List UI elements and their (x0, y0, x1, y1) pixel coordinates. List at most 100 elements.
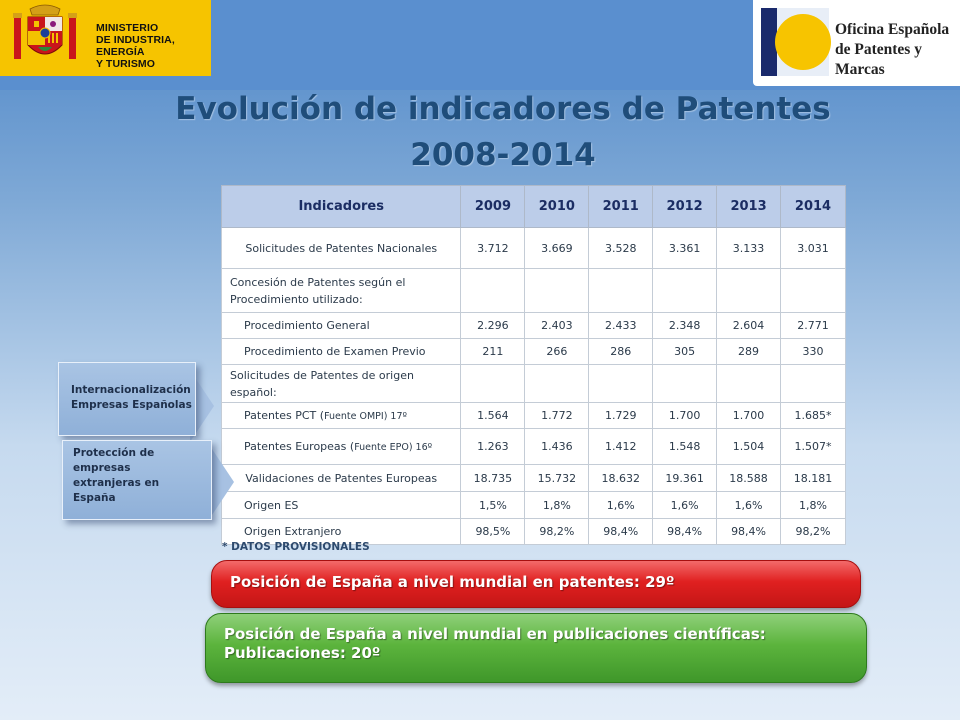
header-year: 2011 (588, 185, 654, 228)
table-cell: 3.528 (588, 227, 654, 269)
table-cell: 3.669 (524, 227, 590, 269)
row-label: Solicitudes de Patentes de origen españo… (220, 364, 462, 403)
oepm-line-1: Oficina Española (835, 21, 950, 38)
table-cell: 1,6% (716, 491, 781, 519)
table-row: Origen ES 1,5% 1,8% 1,6% 1,6% 1,6% 1,8% (220, 491, 846, 519)
header-year: 2012 (652, 185, 718, 228)
title-line-1: Evolución de indicadores de Patentes (175, 91, 831, 127)
table-cell: 3.712 (460, 227, 526, 269)
ministry-logo: MINISTERIO DE INDUSTRIA, ENERGÍA Y TURIS… (0, 0, 211, 76)
table-row: Procedimiento General 2.296 2.403 2.433 … (220, 312, 846, 339)
spain-coat-of-arms-icon (13, 4, 77, 59)
table-cell: 2.604 (716, 312, 781, 339)
table-cell: 18.588 (716, 464, 781, 492)
row-label: Origen ES (220, 491, 462, 519)
table-cell: 1.685* (780, 402, 846, 429)
table-cell: 2.403 (524, 312, 590, 339)
oepm-name: Oficina Española de Patentes y Marcas (835, 20, 960, 80)
side-box-proteccion: Protección de empresas extranjeras en Es… (62, 440, 212, 520)
table-cell: 18.735 (460, 464, 526, 492)
table-cell: 286 (588, 338, 654, 365)
table-cell: 18.632 (588, 464, 654, 492)
header-indicadores: Indicadores (220, 185, 462, 228)
table-cell (588, 268, 654, 313)
table-row: Patentes PCT (Fuente OMPI) 17º 1.564 1.7… (220, 402, 846, 429)
table-cell (460, 364, 526, 403)
side-box-text: Protección de empresas extranjeras en Es… (73, 447, 160, 504)
ministry-line-3: Y TURISMO (96, 58, 156, 70)
oepm-line-2: de Patentes y Marcas (835, 41, 922, 78)
table-cell (780, 364, 846, 403)
table-cell (460, 268, 526, 313)
table-cell: 1.729 (588, 402, 654, 429)
table-cell: 19.361 (652, 464, 718, 492)
row-label: Concesión de Patentes según el Procedimi… (220, 268, 462, 313)
table-row: Procedimiento de Examen Previo 211 266 2… (220, 338, 846, 365)
banner-text: Posición de España a nivel mundial en pu… (224, 625, 848, 663)
table-cell: 2.296 (460, 312, 526, 339)
row-label: Patentes Europeas (Fuente EPO) 16º (220, 428, 462, 465)
indicators-table-wrap: Indicadores 2009 2010 2011 2012 2013 201… (220, 185, 846, 545)
table-row: Solicitudes de Patentes de origen españo… (220, 364, 846, 403)
table-cell: 1.263 (460, 428, 526, 465)
table-cell: 98,2% (524, 518, 590, 545)
row-label: Validaciones de Patentes Europeas (220, 464, 462, 492)
table-cell (716, 364, 781, 403)
table-cell: 98,4% (716, 518, 781, 545)
table-cell: 3.361 (652, 227, 718, 269)
ministry-line-1: MINISTERIO (96, 22, 159, 34)
row-label: Origen Extranjero (220, 518, 462, 545)
table-cell: 1.504 (716, 428, 781, 465)
table-cell (524, 364, 590, 403)
side-box-text: Internacionalización Empresas Españolas (71, 384, 192, 411)
table-cell: 1,8% (780, 491, 846, 519)
table-header-row: Indicadores 2009 2010 2011 2012 2013 201… (220, 185, 846, 228)
oepm-logo: Oficina Española de Patentes y Marcas (753, 0, 960, 86)
table-cell (652, 268, 718, 313)
table-row: Solicitudes de Patentes Nacionales 3.712… (220, 227, 846, 269)
row-label-source: Fuente EPO) 16º (354, 441, 433, 453)
table-cell: 1.436 (524, 428, 590, 465)
table-cell: 98,4% (588, 518, 654, 545)
table-cell (588, 364, 654, 403)
table-cell (780, 268, 846, 313)
table-cell: 266 (524, 338, 590, 365)
header-year: 2014 (780, 185, 846, 228)
table-cell: 1.507* (780, 428, 846, 465)
table-cell (652, 364, 718, 403)
table-cell (524, 268, 590, 313)
banner-publications-position: Posición de España a nivel mundial en pu… (205, 613, 867, 683)
table-cell: 98,2% (780, 518, 846, 545)
table-cell: 305 (652, 338, 718, 365)
table-cell: 1,5% (460, 491, 526, 519)
row-label: Procedimiento de Examen Previo (220, 338, 462, 365)
table-cell: 1.548 (652, 428, 718, 465)
banner-text-line-1: Posición de España a nivel mundial en pu… (224, 625, 766, 643)
table-cell: 1.700 (716, 402, 781, 429)
table-cell: 1.700 (652, 402, 718, 429)
table-cell: 211 (460, 338, 526, 365)
table-row: Origen Extranjero 98,5% 98,2% 98,4% 98,4… (220, 518, 846, 545)
table-cell: 2.348 (652, 312, 718, 339)
indicators-table: Indicadores 2009 2010 2011 2012 2013 201… (220, 185, 846, 545)
row-label-main: Patentes Europeas ( (244, 439, 355, 453)
table-cell: 98,5% (460, 518, 526, 545)
header-year: 2009 (460, 185, 526, 228)
page-title: Evolución de indicadores de Patentes 200… (120, 86, 886, 178)
header-year: 2013 (716, 185, 781, 228)
table-cell: 1.412 (588, 428, 654, 465)
row-label-source: Fuente OMPI) 17º (324, 411, 407, 422)
table-cell: 1.772 (524, 402, 590, 429)
table-cell: 330 (780, 338, 846, 365)
table-cell: 3.133 (716, 227, 781, 269)
oepm-sun-logo-icon (761, 8, 831, 76)
table-row: Validaciones de Patentes Europeas 18.735… (220, 464, 846, 492)
provisional-data-note: * DATOS PROVISIONALES (222, 541, 370, 553)
table-cell (716, 268, 781, 313)
banner-patents-position: Posición de España a nivel mundial en pa… (211, 560, 861, 608)
table-cell: 2.771 (780, 312, 846, 339)
row-label-main: Patentes PCT ( (244, 409, 325, 422)
table-row: Patentes Europeas (Fuente EPO) 16º 1.263… (220, 428, 846, 465)
side-box-internacionalizacion: Internacionalización Empresas Españolas (58, 362, 196, 436)
header-year: 2010 (524, 185, 590, 228)
